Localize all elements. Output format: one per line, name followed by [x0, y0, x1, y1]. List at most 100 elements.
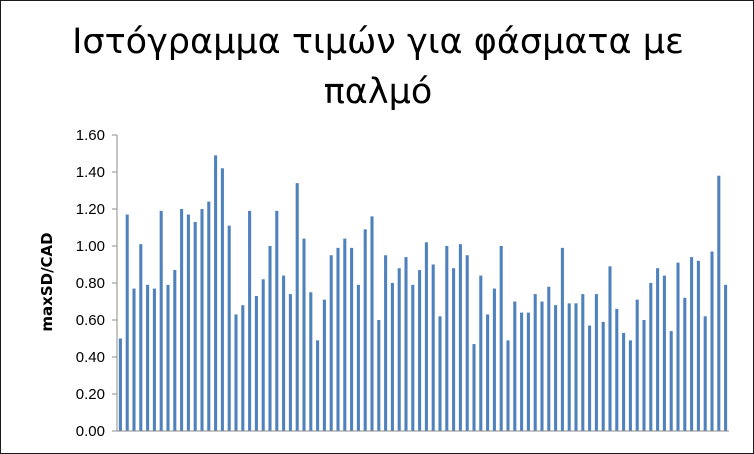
bar-18 — [234, 314, 238, 431]
bar-30 — [316, 340, 320, 431]
bar-51 — [458, 244, 462, 431]
bar-54 — [479, 275, 483, 431]
bar-55 — [486, 314, 490, 431]
bar-21 — [254, 295, 258, 431]
bar-90 — [724, 284, 728, 431]
bar-12 — [193, 221, 197, 431]
bar-62 — [533, 294, 537, 431]
bar-9 — [173, 270, 177, 431]
bar-11 — [186, 214, 190, 431]
bar-28 — [302, 238, 306, 431]
bar-26 — [288, 294, 292, 431]
bar-1 — [118, 338, 122, 431]
bar-67 — [567, 303, 571, 431]
bar-5 — [146, 284, 150, 431]
bar-79 — [649, 283, 653, 431]
bar-83 — [676, 262, 680, 431]
bar-6 — [152, 288, 156, 431]
bar-82 — [669, 331, 673, 431]
bar-89 — [717, 175, 721, 431]
bar-34 — [343, 238, 347, 431]
bar-19 — [241, 305, 245, 431]
bar-29 — [309, 292, 313, 431]
bar-2 — [125, 214, 129, 431]
bar-47 — [431, 264, 435, 431]
bar-16 — [220, 168, 224, 432]
bars — [118, 155, 728, 432]
bar-41 — [390, 283, 394, 431]
bar-68 — [574, 303, 578, 431]
bar-52 — [465, 255, 469, 431]
bar-22 — [261, 279, 265, 431]
bar-56 — [492, 288, 496, 431]
bar-42 — [397, 268, 401, 431]
bar-20 — [248, 210, 252, 431]
bar-69 — [581, 294, 585, 431]
bar-74 — [615, 308, 619, 431]
bar-77 — [635, 299, 639, 431]
y-tick-label: 1.00 — [76, 238, 105, 255]
bar-63 — [540, 301, 544, 431]
bar-45 — [418, 270, 422, 431]
bar-25 — [282, 275, 286, 431]
bar-78 — [642, 320, 646, 431]
bar-75 — [622, 332, 626, 431]
bar-60 — [520, 312, 524, 431]
y-tick-label: 0.60 — [76, 312, 105, 329]
bar-65 — [554, 305, 558, 431]
bar-80 — [656, 268, 660, 431]
y-tick-label: 0.80 — [76, 275, 105, 292]
bar-66 — [560, 247, 564, 431]
bar-53 — [472, 344, 476, 431]
bar-84 — [683, 297, 687, 431]
bar-61 — [526, 312, 530, 431]
y-axis-ticks: 0.00 0.20 0.40 0.60 0.80 1.00 1.20 1.40 1.60 — [76, 127, 117, 440]
bar-23 — [268, 246, 272, 431]
bar-59 — [513, 301, 517, 431]
bar-86 — [696, 260, 700, 431]
bar-64 — [547, 286, 551, 431]
bar-37 — [363, 229, 367, 431]
bar-48 — [438, 316, 442, 431]
bar-70 — [588, 325, 592, 431]
bar-39 — [377, 320, 381, 431]
bar-44 — [411, 284, 415, 431]
bar-46 — [424, 242, 428, 431]
y-tick-label: 0.20 — [76, 386, 105, 403]
y-tick-label: 0.40 — [76, 349, 105, 366]
bar-3 — [132, 288, 136, 431]
bar-87 — [703, 316, 707, 431]
bar-35 — [350, 247, 354, 431]
bar-32 — [329, 255, 333, 431]
bar-49 — [445, 246, 449, 431]
bar-72 — [601, 321, 605, 431]
bar-10 — [180, 209, 184, 431]
bar-76 — [628, 340, 632, 431]
bar-73 — [608, 266, 612, 431]
bar-38 — [370, 216, 374, 431]
y-tick-label: 1.20 — [76, 201, 105, 218]
bar-50 — [452, 268, 456, 431]
bar-7 — [159, 210, 163, 431]
bar-57 — [499, 246, 503, 431]
bar-4 — [139, 244, 143, 431]
y-tick-label: 1.60 — [76, 127, 105, 144]
bar-14 — [207, 201, 211, 431]
bar-27 — [295, 183, 299, 431]
bar-40 — [384, 255, 388, 431]
bar-88 — [710, 251, 714, 431]
bar-58 — [506, 340, 510, 431]
chart-title: Ιστόγραμμα τιμών για φάσματα με παλμό — [72, 22, 684, 112]
bar-17 — [227, 225, 231, 431]
bar-33 — [336, 247, 340, 431]
bar-24 — [275, 210, 279, 431]
bar-31 — [322, 299, 326, 431]
bar-81 — [662, 275, 666, 431]
bar-8 — [166, 284, 170, 431]
bar-13 — [200, 209, 204, 431]
bar-15 — [214, 155, 218, 431]
bar-71 — [594, 294, 598, 431]
y-tick-label: 0.00 — [76, 423, 105, 440]
bar-36 — [356, 284, 360, 431]
